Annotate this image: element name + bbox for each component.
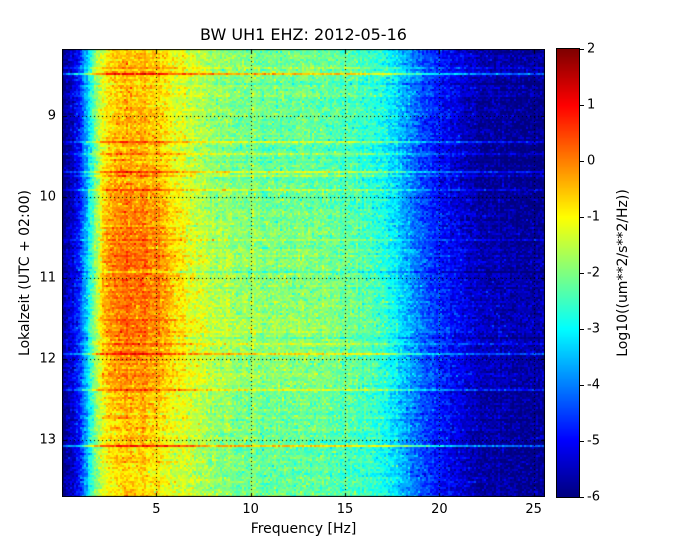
spectrogram-heatmap <box>62 49 545 497</box>
colorbar-tick-mark <box>580 105 584 106</box>
y-tick-label: 10 <box>39 189 56 205</box>
colorbar-tick-mark <box>580 49 584 50</box>
x-tick-label: 20 <box>431 502 448 517</box>
colorbar-tick-label: -6 <box>587 489 600 505</box>
colorbar-tick-label: 0 <box>587 153 596 169</box>
y-tick-label: 9 <box>47 108 56 124</box>
colorbar-tick-label: 1 <box>587 97 596 113</box>
colorbar-tick-mark <box>580 217 584 218</box>
colorbar-tick-label: -4 <box>587 377 600 393</box>
colorbar-tick-mark <box>580 385 584 386</box>
colorbar-tick-mark <box>580 273 584 274</box>
x-tick-label: 10 <box>242 502 259 517</box>
colorbar-tick-mark <box>580 329 584 330</box>
colorbar-tick-mark <box>580 161 584 162</box>
colorbar-tick-mark <box>580 497 584 498</box>
colorbar-tick-label: -3 <box>587 321 600 337</box>
y-tick-label: 13 <box>39 432 56 448</box>
colorbar-tick-label: 2 <box>587 41 596 57</box>
colorbar <box>556 48 580 498</box>
colorbar-tick-label: -2 <box>587 265 600 281</box>
y-tick-label: 12 <box>39 351 56 367</box>
colorbar-label: Log10((um**2/s**2/Hz)) <box>615 189 631 357</box>
chart-title: BW UH1 EHZ: 2012-05-16 <box>200 25 407 44</box>
colorbar-tick-label: -1 <box>587 209 600 225</box>
x-tick-label: 25 <box>525 502 542 517</box>
x-tick-label: 5 <box>152 502 161 517</box>
x-tick-label: 15 <box>336 502 354 517</box>
colorbar-tick-mark <box>580 441 584 442</box>
x-axis-label: Frequency [Hz] <box>250 521 357 537</box>
y-tick-label: 11 <box>39 270 56 286</box>
colorbar-tick-label: -5 <box>587 433 600 449</box>
colorbar-gradient <box>557 49 579 497</box>
